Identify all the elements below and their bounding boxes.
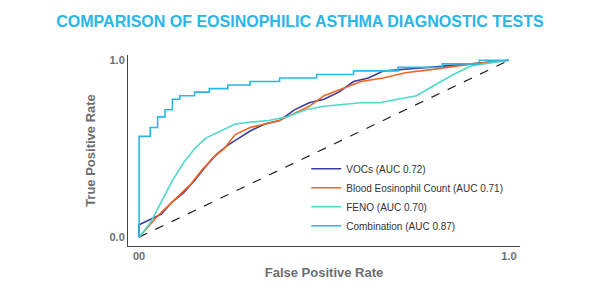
svg-text:False Positive Rate: False Positive Rate bbox=[265, 265, 384, 280]
svg-text:True Positive Rate: True Positive Rate bbox=[83, 94, 98, 207]
svg-text:0.0: 0.0 bbox=[110, 231, 125, 243]
svg-text:1.0: 1.0 bbox=[110, 54, 125, 66]
svg-text:1.0: 1.0 bbox=[501, 250, 516, 262]
svg-text:VOCs (AUC 0.72): VOCs (AUC 0.72) bbox=[346, 164, 425, 175]
svg-text:Blood Eosinophil Count (AUC 0.: Blood Eosinophil Count (AUC 0.71) bbox=[346, 183, 503, 194]
svg-text:FENO (AUC 0.70): FENO (AUC 0.70) bbox=[346, 202, 427, 213]
svg-text:00: 00 bbox=[133, 250, 145, 262]
svg-text:Combination (AUC 0.87): Combination (AUC 0.87) bbox=[346, 221, 455, 232]
svg-text:COMPARISON OF EOSINOPHILIC AST: COMPARISON OF EOSINOPHILIC ASTHMA DIAGNO… bbox=[56, 13, 544, 30]
